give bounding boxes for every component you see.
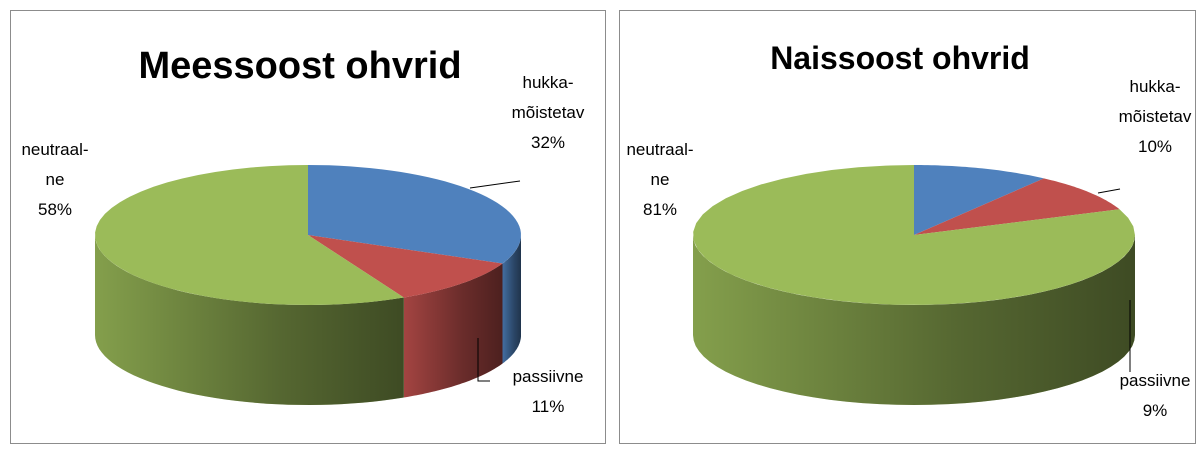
leader-line [1097,188,1121,194]
chart-title: Meessoost ohvrid [138,45,462,87]
category-label: passiivne [512,367,584,386]
data-label: hukka-mõistetav 32% [511,68,585,158]
value-label: 32% [530,133,566,152]
slice-side-shade [95,235,404,405]
slice [308,165,521,264]
value-label: 81% [642,200,678,219]
slice [95,165,404,305]
value-label: 58% [37,200,73,219]
leader-line [477,338,490,382]
value-label: 11% [531,397,565,416]
value-label: 9% [1142,401,1168,420]
slice [308,235,503,298]
chart-panel [619,10,1196,444]
data-label: neutraal-ne 58% [15,135,95,225]
slice [914,178,1120,235]
chart-title: Naissoost ohvrid [770,40,1030,76]
data-label: neutraal-ne 81% [620,135,700,225]
value-label: 10% [1137,137,1173,156]
data-label: passiivne 11% [498,362,598,422]
category-label: neutraal-ne [626,140,694,189]
slice [693,165,1135,305]
slice-side-shade [693,235,1135,405]
data-label: hukka-mõistetav 10% [1118,72,1192,162]
category-label: neutraal-ne [21,140,89,189]
data-label: passiivne 9% [1105,366,1203,426]
category-label: passiivne [1119,371,1191,390]
category-label: hukka-mõistetav [511,73,585,122]
leader-line [469,180,521,189]
slice-side-shade [502,235,521,364]
category-label: hukka-mõistetav [1118,77,1192,126]
chart-panel [10,10,606,444]
slice [914,165,1044,235]
